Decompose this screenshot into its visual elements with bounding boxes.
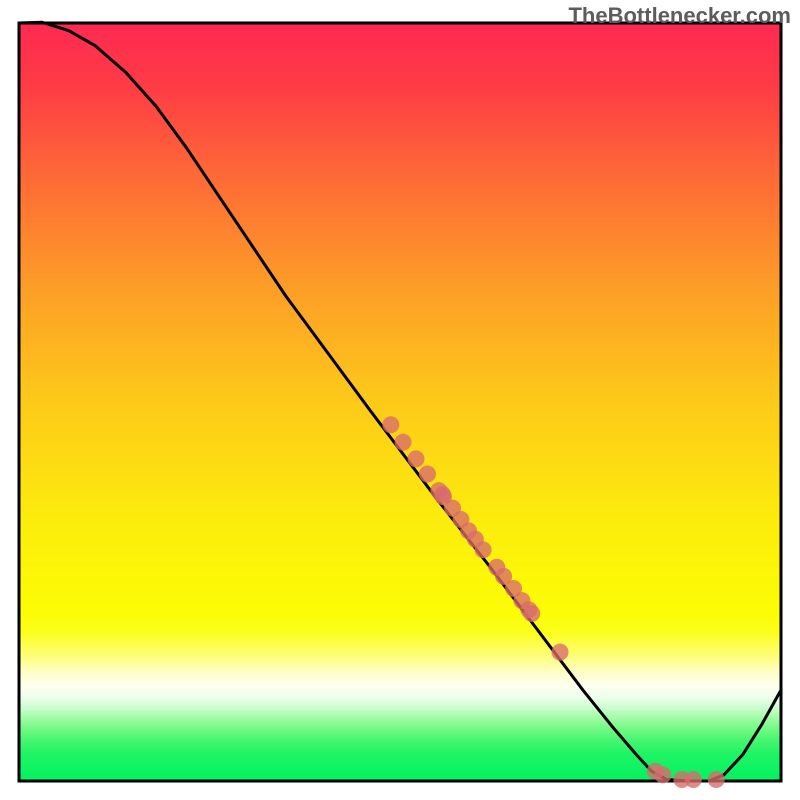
data-point xyxy=(523,605,540,622)
data-point xyxy=(708,771,725,788)
data-point xyxy=(408,450,425,467)
data-point xyxy=(395,434,412,451)
plot-svg xyxy=(0,0,800,800)
data-point xyxy=(475,541,492,558)
data-points-group xyxy=(382,416,724,788)
data-point xyxy=(654,766,671,783)
data-point xyxy=(685,771,702,788)
data-point xyxy=(419,466,436,483)
data-point xyxy=(552,644,569,661)
chart-container: TheBottlenecker.com xyxy=(0,0,800,800)
plot-border xyxy=(19,23,781,781)
data-point xyxy=(382,416,399,433)
watermark-text: TheBottlenecker.com xyxy=(568,3,791,29)
bottleneck-curve xyxy=(19,22,781,781)
